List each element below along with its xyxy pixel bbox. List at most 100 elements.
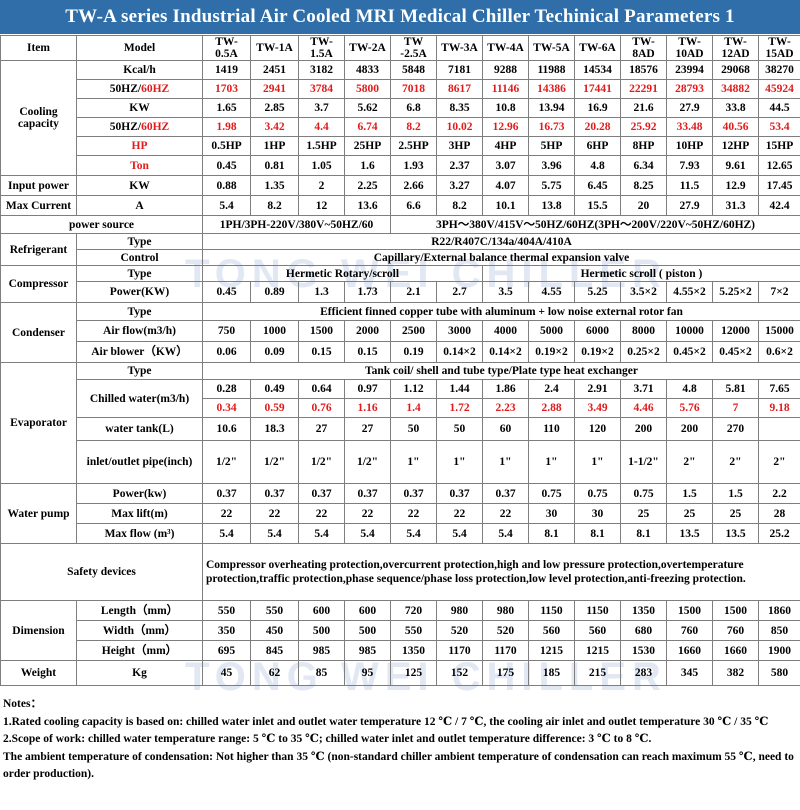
value-cell: 10.1 xyxy=(482,195,529,217)
value-cell: 550 xyxy=(390,620,437,642)
value-cell: 1.98 xyxy=(202,117,251,138)
table-row: 50HZ/60HZ 1703 2941 3784 5800 7018 8617 … xyxy=(1,79,800,100)
value-cell: 53.4 xyxy=(758,117,800,138)
value-cell: 4.46 xyxy=(620,398,667,419)
value-cell: 25.92 xyxy=(620,117,667,138)
value-cell: 28 xyxy=(758,503,800,525)
weight-label: Weight xyxy=(0,660,77,687)
value-cell: 29068 xyxy=(712,60,759,81)
model-header: Model xyxy=(76,34,203,62)
value-cell: 1.3 xyxy=(298,281,345,304)
hz-50-label: 50HZ/ xyxy=(109,121,142,134)
value-cell: 0.14×2 xyxy=(482,341,529,364)
refrigerant-control: Capillary/External balance thermal expan… xyxy=(202,249,800,267)
value-cell: 9288 xyxy=(482,60,529,81)
value-cell: 2 xyxy=(298,175,345,197)
condenser-type: Efficient finned copper tube with alumin… xyxy=(202,302,800,322)
value-cell: 0.6×2 xyxy=(758,341,800,364)
value-cell: 12.96 xyxy=(482,117,529,138)
value-cell: 980 xyxy=(482,600,529,622)
row-label: 50HZ/60HZ xyxy=(76,79,203,100)
value-cell: 550 xyxy=(250,600,299,622)
table-row: Power(KW) 0.45 0.89 1.3 1.73 2.1 2.7 3.5… xyxy=(1,281,800,304)
row-label: Length（mm） xyxy=(76,600,203,622)
value-cell: 3HP xyxy=(436,136,483,157)
value-cell: 8.1 xyxy=(574,523,621,545)
value-cell: 3.42 xyxy=(250,117,299,138)
row-label: Kcal/h xyxy=(76,60,203,81)
value-cell: 560 xyxy=(574,620,621,642)
value-cell: 1.65 xyxy=(202,98,251,119)
value-cell: 8.2 xyxy=(390,117,437,138)
value-cell: 13.5 xyxy=(666,523,713,545)
value-cell: 0.59 xyxy=(250,398,299,419)
value-cell: 8HP xyxy=(620,136,667,157)
value-cell: 985 xyxy=(298,640,345,662)
table-row: Water pump Power(kw) 0.37 0.37 0.37 0.37… xyxy=(0,483,800,545)
value-cell: 13.5 xyxy=(712,523,759,545)
value-cell: 5.4 xyxy=(344,523,391,545)
table-row: KW 1.65 2.85 3.7 5.62 6.8 8.35 10.8 13.9… xyxy=(1,98,800,119)
value-cell: 4.07 xyxy=(482,175,529,197)
value-cell: 7 xyxy=(712,398,759,419)
value-cell: 50 xyxy=(390,417,437,442)
value-cell: 2.85 xyxy=(250,98,299,119)
value-cell: 2.91 xyxy=(574,379,621,400)
value-cell: 45 xyxy=(202,660,251,687)
dimension-label: Dimension xyxy=(0,600,77,662)
value-cell: 15000 xyxy=(758,320,800,343)
value-cell: 1.5 xyxy=(712,483,759,505)
table-row: 0.34 0.59 0.76 1.16 1.4 1.72 2.23 2.88 3… xyxy=(1,398,800,419)
row-label: KW xyxy=(76,175,203,197)
table-row: Cooling capacity Kcal/h 1419 2451 3182 4… xyxy=(0,60,800,177)
value-cell: 5.76 xyxy=(666,398,713,419)
value-cell: 2.2 xyxy=(758,483,800,505)
value-cell: 0.14×2 xyxy=(436,341,483,364)
value-cell: 7.65 xyxy=(758,379,800,400)
compressor-type-piston: Hermetic scroll ( piston ) xyxy=(482,265,800,283)
value-cell: 17.45 xyxy=(758,175,800,197)
safety-devices-text: Compressor overheating protection,overcu… xyxy=(202,543,800,602)
value-cell: 845 xyxy=(250,640,299,662)
note-3: The ambient temperature of condensation:… xyxy=(3,750,794,781)
value-cell: 760 xyxy=(666,620,713,642)
value-cell: 28793 xyxy=(666,79,713,100)
model-cell: TW-6A xyxy=(574,34,621,62)
value-cell: 45924 xyxy=(758,79,800,100)
value-cell: 15HP xyxy=(758,136,800,157)
value-cell: 1" xyxy=(482,440,529,485)
value-cell: 0.19×2 xyxy=(574,341,621,364)
value-cell: 1.35 xyxy=(250,175,299,197)
value-cell: 2" xyxy=(758,440,800,485)
value-cell: 1500 xyxy=(666,600,713,622)
value-cell: 31.3 xyxy=(712,195,759,217)
value-cell: 1500 xyxy=(712,600,759,622)
table-row: HP 0.5HP 1HP 1.5HP 25HP 2.5HP 3HP 4HP 5H… xyxy=(1,136,800,157)
value-cell: 16.9 xyxy=(574,98,621,119)
value-cell: 0.25×2 xyxy=(620,341,667,364)
value-cell: 5.4 xyxy=(436,523,483,545)
row-label: Height（mm） xyxy=(76,640,203,662)
row-label: Max flow (m³) xyxy=(76,523,203,545)
value-cell: 520 xyxy=(436,620,483,642)
value-cell: 27 xyxy=(298,417,345,442)
value-cell: 27 xyxy=(344,417,391,442)
value-cell: 12.65 xyxy=(758,155,800,177)
row-label: water tank(L) xyxy=(76,417,203,442)
value-cell: 12HP xyxy=(712,136,759,157)
value-cell: 2.25 xyxy=(344,175,391,197)
value-cell: 10.02 xyxy=(436,117,483,138)
value-cell: 8.1 xyxy=(620,523,667,545)
value-cell: 283 xyxy=(620,660,667,687)
value-cell: 0.28 xyxy=(202,379,251,400)
parameters-table: Item Model TW-0.5A TW-1A TW-1.5A TW-2A T… xyxy=(0,34,800,687)
value-cell: 3.5×2 xyxy=(620,281,667,304)
value-cell: 0.37 xyxy=(298,483,345,505)
value-cell: 22 xyxy=(390,503,437,525)
value-cell: 11146 xyxy=(482,79,529,100)
value-cell: 0.81 xyxy=(250,155,299,177)
value-cell: 8.25 xyxy=(620,175,667,197)
table-row: Air flow(m3/h) 750 1000 1500 2000 2500 3… xyxy=(1,320,800,343)
value-cell: 3.7 xyxy=(298,98,345,119)
table-row: Control Capillary/External balance therm… xyxy=(1,249,800,267)
